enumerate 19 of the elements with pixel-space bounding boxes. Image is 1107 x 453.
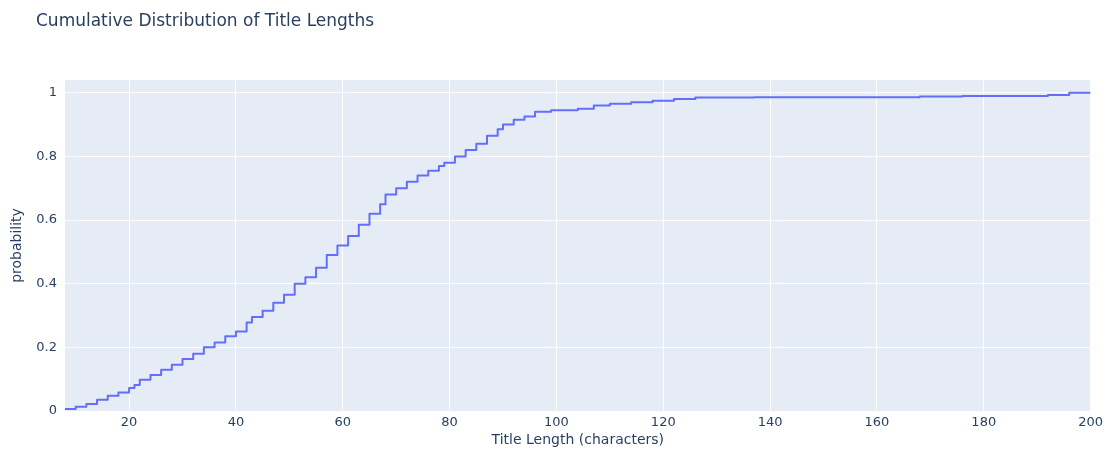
y-axis-title: probability bbox=[8, 208, 25, 283]
x-tick-label: 40 bbox=[227, 414, 245, 430]
x-tick-label: 100 bbox=[544, 414, 569, 430]
x-tick-label: 140 bbox=[757, 414, 783, 430]
y-tick-label: 0 bbox=[48, 402, 57, 418]
x-tick-label: 80 bbox=[441, 414, 458, 430]
x-tick-label: 200 bbox=[1078, 414, 1104, 430]
x-tick-label: 120 bbox=[650, 414, 676, 430]
y-tick-label: 0.8 bbox=[36, 147, 57, 163]
x-tick-label: 20 bbox=[120, 414, 138, 430]
x-tick-label: 180 bbox=[971, 414, 997, 430]
y-tick-label: 0.2 bbox=[36, 338, 57, 354]
x-tick-label: 160 bbox=[864, 414, 890, 430]
y-tick-label: 1 bbox=[48, 84, 57, 100]
y-tick-label: 0.6 bbox=[36, 211, 57, 227]
y-tick-label: 0.4 bbox=[36, 275, 57, 291]
x-axis-title: Title Length (characters) bbox=[490, 431, 665, 448]
x-tick-label: 60 bbox=[334, 414, 352, 430]
chart-title: Cumulative Distribution of Title Lengths bbox=[36, 10, 375, 30]
